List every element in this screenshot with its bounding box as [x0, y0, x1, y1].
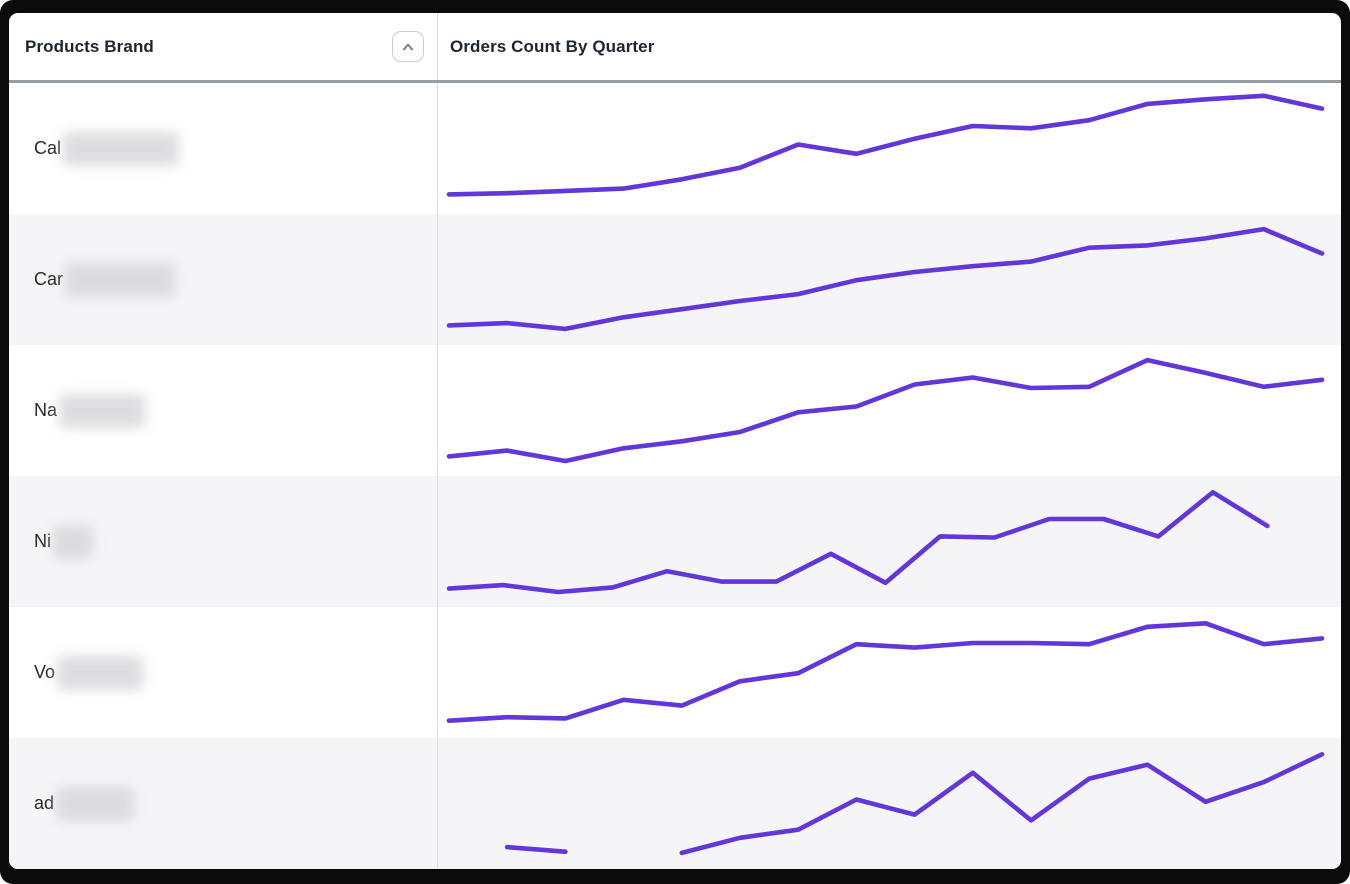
brand-label-cell: ad [9, 738, 438, 869]
sparkline-cell [438, 83, 1341, 214]
brand-label: Car [34, 269, 64, 289]
brand-label: ad [34, 793, 55, 813]
brand-label: Cal [34, 138, 62, 158]
sparkline-chart [446, 489, 1270, 595]
table-row: Ni [9, 476, 1341, 607]
results-table: Products Brand Orders Count By Quarter C… [9, 13, 1341, 869]
orders-count-header-label: Orders Count By Quarter [450, 36, 655, 56]
sparkline-cell [438, 214, 1341, 345]
sparkline-chart [446, 357, 1325, 464]
table-row: Na [9, 345, 1341, 476]
sort-ascending-button[interactable] [392, 31, 424, 62]
column-header-products-brand: Products Brand [9, 13, 438, 80]
redacted-text-blur [63, 131, 180, 166]
table-header-row: Products Brand Orders Count By Quarter [9, 13, 1341, 83]
sparkline-cell [438, 738, 1341, 869]
sparkline-cell [438, 476, 1341, 607]
table-row: ad [9, 738, 1341, 869]
sparkline-chart [446, 620, 1325, 723]
brand-label: Na [34, 400, 58, 420]
table-row: Car [9, 214, 1341, 345]
sparkline-cell [438, 345, 1341, 476]
sparkline-chart [504, 751, 1325, 856]
redacted-text-blur [56, 786, 135, 821]
chevron-up-icon [397, 36, 419, 58]
brand-label: Ni [34, 531, 51, 551]
redacted-text-blur [53, 524, 93, 559]
brand-label-cell: Cal [9, 83, 438, 214]
sparkline-chart [446, 226, 1325, 332]
brand-label-cell: Ni [9, 476, 438, 607]
redacted-text-blur [57, 655, 144, 690]
brand-label: Vo [34, 662, 56, 682]
redacted-text-blur [65, 262, 176, 297]
column-header-orders-count: Orders Count By Quarter [438, 13, 1341, 80]
redacted-text-blur [59, 393, 146, 428]
table-row: Vo [9, 607, 1341, 738]
brand-label-cell: Vo [9, 607, 438, 738]
brand-label-cell: Na [9, 345, 438, 476]
brand-label-cell: Car [9, 214, 438, 345]
sparkline-cell [438, 607, 1341, 738]
products-brand-header-label: Products Brand [25, 36, 154, 56]
sparkline-chart [446, 93, 1325, 197]
table-row: Cal [9, 83, 1341, 214]
